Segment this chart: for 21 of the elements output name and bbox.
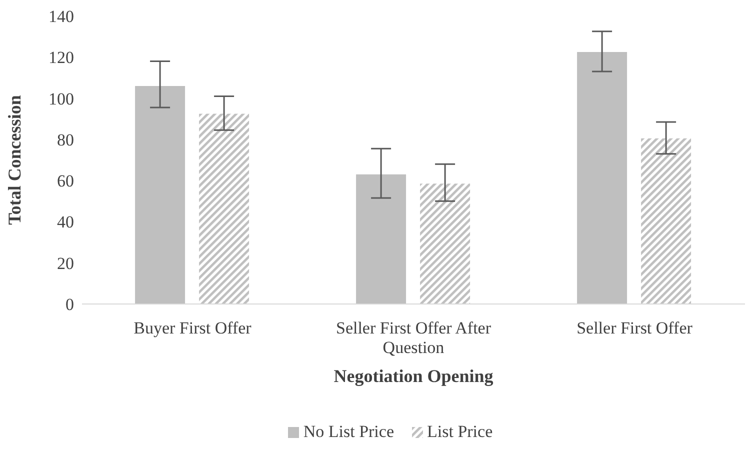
bar (420, 184, 470, 304)
x-tick-label: Seller First Offer After Question (336, 318, 492, 357)
y-tick-label: 20 (57, 254, 74, 273)
x-tick-label: Seller First Offer (576, 318, 693, 338)
y-tick-label: 120 (48, 48, 74, 68)
y-tick-label: 80 (57, 130, 74, 150)
y-tick-label: 60 (57, 172, 74, 191)
y-axis-title: Total Concession (4, 95, 24, 225)
bar (199, 114, 250, 304)
y-tick-label: 40 (57, 212, 74, 232)
x-axis-title: Negotiation Opening (334, 366, 494, 386)
bar (356, 174, 406, 304)
bar (135, 86, 186, 304)
x-tick-label: Buyer First Offer (134, 318, 252, 338)
legend-label: No List Price (302, 422, 394, 442)
bar (641, 138, 692, 304)
y-tick-label: 140 (48, 7, 74, 26)
y-tick-label: 100 (48, 89, 74, 108)
legend-label: List Price (426, 422, 493, 442)
bar (577, 52, 628, 304)
y-tick-label: 0 (66, 295, 74, 314)
